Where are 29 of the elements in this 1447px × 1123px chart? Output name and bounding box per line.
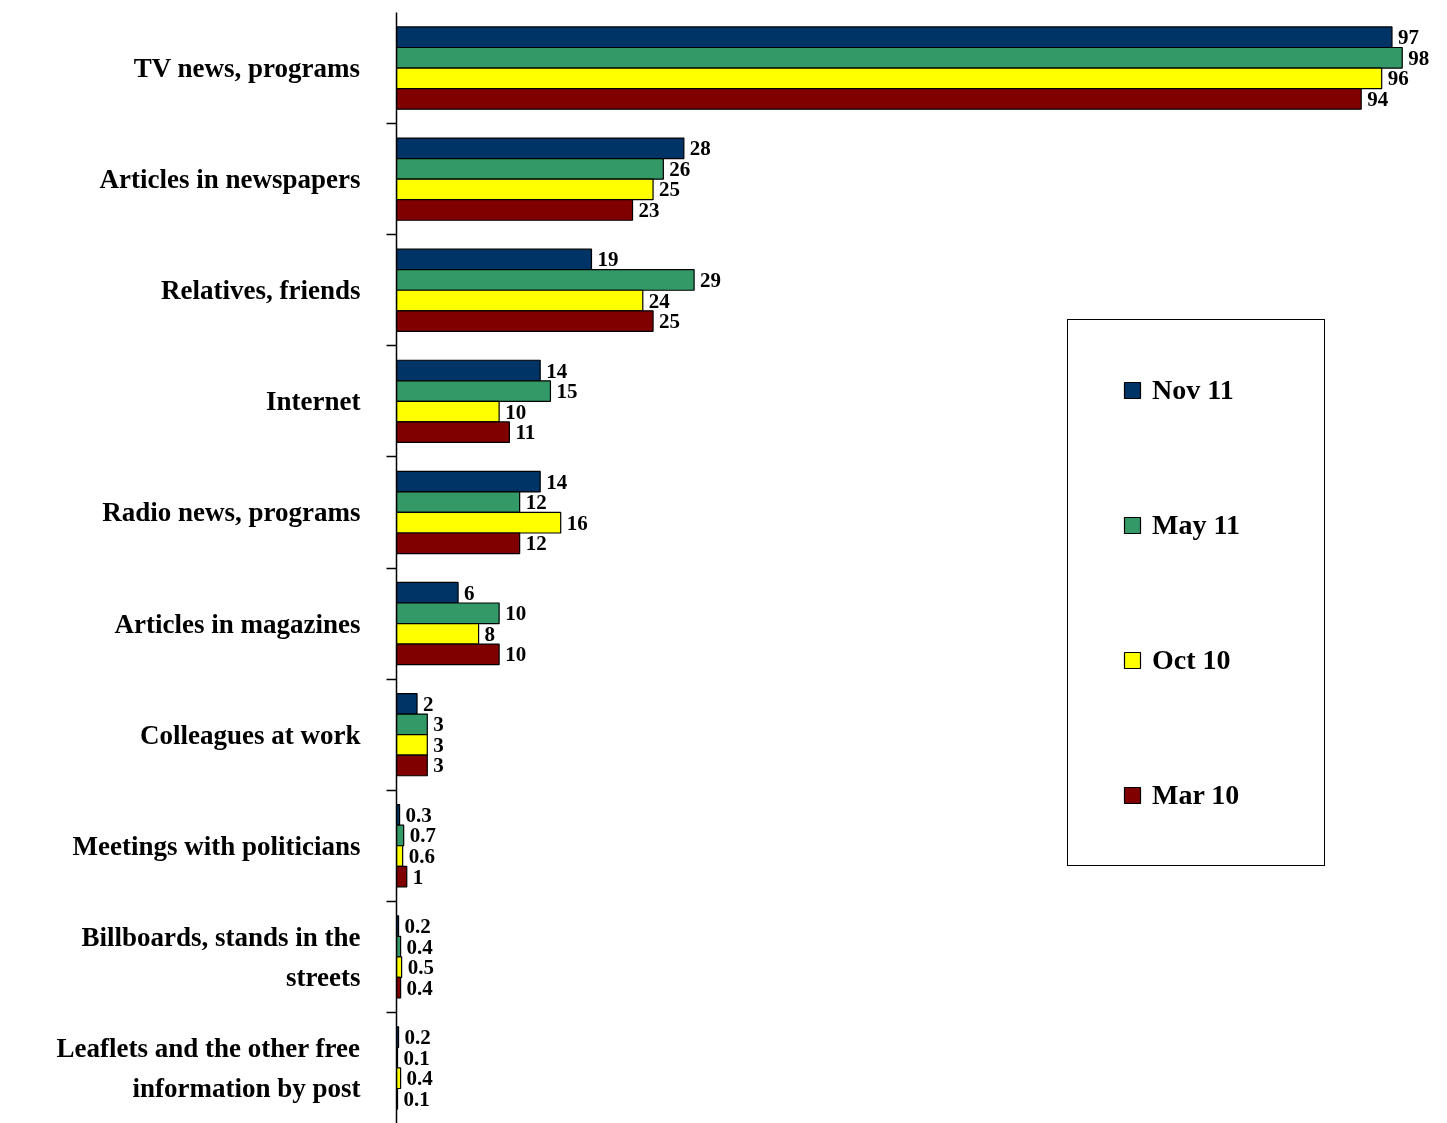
data-label: 6: [464, 580, 475, 605]
data-label: 8: [484, 621, 496, 646]
data-label: 19: [597, 247, 619, 272]
y-tick-label: TV news, programs: [133, 53, 361, 84]
legend-label: Oct 10: [1152, 644, 1232, 676]
data-label: 12: [525, 490, 547, 515]
data-label: 28: [689, 136, 711, 161]
y-tick-label: Articles in magazines: [114, 608, 361, 639]
data-label: 2: [423, 691, 434, 716]
data-label: 16: [566, 510, 588, 535]
y-tick-label: Billboards, stands in the streets: [81, 921, 361, 993]
data-label: 96: [1387, 66, 1409, 91]
legend-label: Mar 10: [1152, 779, 1241, 811]
legend-label: Nov 11: [1152, 374, 1235, 406]
data-label: 10: [505, 642, 527, 667]
y-tick-label: Articles in newspapers: [99, 164, 361, 195]
data-label: 14: [546, 469, 568, 494]
data-label: 23: [638, 197, 660, 222]
data-label: 12: [525, 531, 547, 556]
y-tick-label: Colleagues at work: [140, 719, 361, 750]
data-label: 29: [700, 267, 722, 292]
data-label: 10: [505, 601, 527, 626]
y-tick-label: Meetings with politicians: [72, 830, 361, 861]
legend-label: May 11: [1152, 509, 1241, 541]
y-tick-label: Leaflets and the other free information by post: [56, 1032, 361, 1104]
y-tick-label: Radio news, programs: [102, 497, 361, 528]
data-label: 94: [1367, 86, 1389, 111]
y-tick-label: Relatives, friends: [161, 275, 361, 306]
y-tick-label: Internet: [266, 386, 361, 417]
